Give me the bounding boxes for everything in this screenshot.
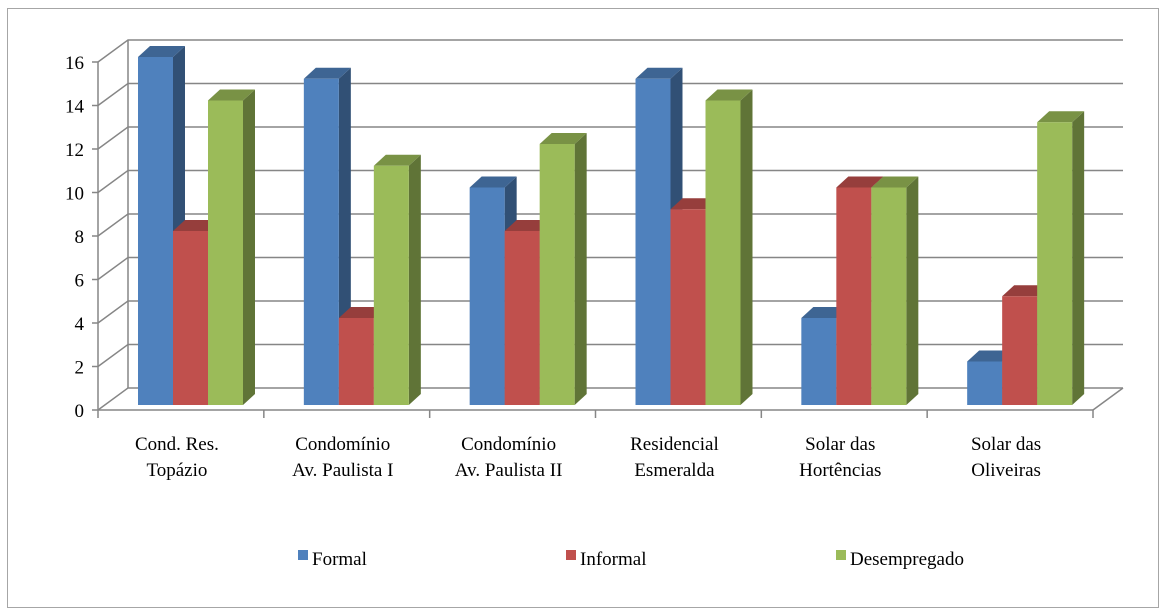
bar-front (871, 187, 907, 405)
bar-front (801, 318, 837, 405)
bar-side (408, 154, 421, 405)
bar-front (373, 165, 409, 405)
y-tick-label: 4 (75, 314, 85, 335)
bar-front (469, 187, 505, 405)
legend-label-informal: Informal (580, 549, 646, 570)
legend-label-desempregado: Desempregado (850, 549, 964, 570)
bar-side (1072, 111, 1085, 405)
x-category-label: Residencial (630, 434, 719, 455)
bar-desempregado-5 (1037, 111, 1085, 405)
legend-label-formal: Formal (312, 549, 367, 570)
bar-front (539, 144, 575, 405)
gridline (97, 39, 1123, 63)
bar-top (705, 89, 753, 101)
y-tick-label: 14 (65, 97, 85, 118)
bar-front (705, 100, 741, 405)
floor-right-edge (1092, 387, 1124, 411)
bar-front (635, 78, 671, 405)
y-tick-label: 16 (65, 53, 84, 74)
bar-front (208, 100, 243, 405)
x-category-label: Condomínio (295, 434, 390, 455)
x-category-label: Av. Paulista I (292, 460, 393, 481)
y-tick-label: 6 (75, 271, 85, 292)
bar-desempregado-3 (705, 89, 753, 405)
bar-top (1037, 111, 1085, 123)
bar-top (138, 46, 185, 57)
bar-top (208, 89, 255, 101)
bar-front (303, 78, 339, 405)
bar-front (836, 187, 872, 405)
bar-side (574, 133, 587, 405)
x-category-label: Hortências (799, 460, 881, 481)
x-category-label: Solar das (971, 434, 1041, 455)
bar-front (1037, 122, 1073, 405)
x-category-label: Topázio (146, 460, 207, 481)
x-category-label: Solar das (805, 434, 875, 455)
x-category-label: Cond. Res. (135, 434, 219, 455)
bar-top (871, 176, 919, 188)
x-category-label: Condomínio (461, 434, 556, 455)
bar-top (469, 176, 517, 188)
bar-desempregado-2 (539, 133, 587, 405)
y-tick-label: 8 (75, 227, 85, 248)
legend-swatch-formal (298, 550, 308, 560)
x-category-label: Esmeralda (634, 460, 715, 481)
legend-swatch-desempregado (836, 550, 846, 560)
bar-side (243, 89, 255, 405)
bar-front (504, 231, 540, 405)
bar-front (338, 318, 374, 405)
bar-top (635, 67, 683, 79)
bar-front (138, 57, 173, 405)
bar-top (836, 176, 884, 188)
x-category-label: Oliveiras (971, 460, 1041, 481)
bar-top (539, 133, 587, 144)
bar-top (303, 67, 351, 79)
bar-desempregado-0 (208, 89, 255, 405)
bar-front (1002, 296, 1038, 405)
bar-side (740, 89, 753, 405)
x-category-label: Av. Paulista II (455, 460, 563, 481)
bar-side (906, 176, 919, 405)
y-tick-label: 12 (65, 140, 84, 161)
bar-top (373, 154, 421, 166)
y-tick-label: 2 (75, 358, 85, 379)
bar-front (173, 231, 208, 405)
legend-swatch-informal (566, 550, 576, 560)
bar-front (670, 209, 706, 405)
bar-desempregado-4 (871, 176, 919, 405)
y-tick-label: 10 (65, 184, 84, 205)
y-tick-label: 0 (75, 401, 85, 422)
bar-front (967, 361, 1003, 405)
bar-desempregado-1 (373, 154, 421, 405)
